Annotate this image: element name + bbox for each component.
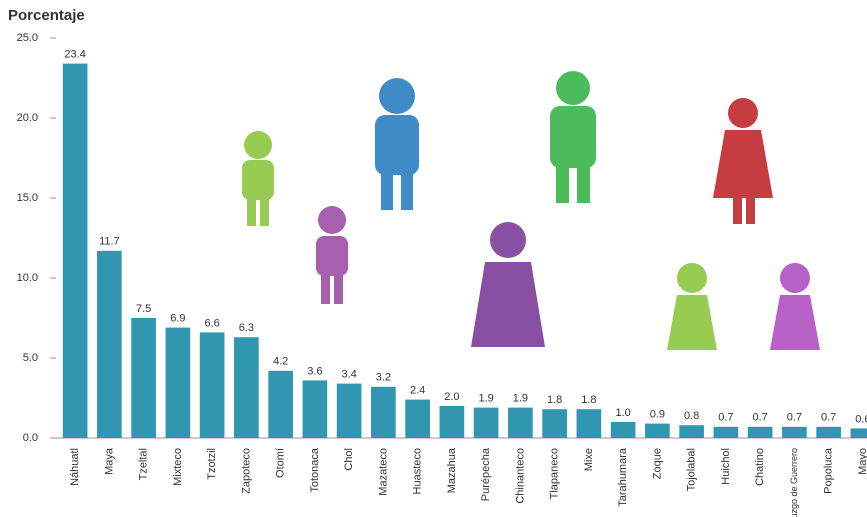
y-axis-title: Porcentaje xyxy=(8,7,85,24)
x-tick-label: Mazahua xyxy=(446,447,458,493)
bar xyxy=(850,428,867,438)
bar xyxy=(816,426,841,438)
bar xyxy=(576,409,602,438)
y-tick-label: 10.0 xyxy=(17,272,38,284)
x-tick-label: Zoque xyxy=(651,448,663,479)
value-label: 2.0 xyxy=(444,391,459,403)
x-tick-label: Maya xyxy=(103,447,115,475)
x-tick-label: Mixteco xyxy=(172,448,184,486)
x-tick-label: Chatino xyxy=(754,448,766,486)
bar xyxy=(268,370,293,438)
decoration xyxy=(242,71,820,350)
value-label: 6.3 xyxy=(239,322,254,334)
bar xyxy=(199,332,225,438)
x-tick-label: Chinanteco xyxy=(514,448,526,504)
x-tick-label: Mixe xyxy=(583,448,595,471)
bar xyxy=(371,386,396,438)
bar xyxy=(679,425,704,438)
value-label: 0.6 xyxy=(855,413,867,425)
x-tick-label: Popoluca xyxy=(823,447,835,494)
bar xyxy=(234,337,259,438)
x-tick-label: Huichol xyxy=(720,448,732,485)
value-label: 3.6 xyxy=(307,365,322,377)
bar xyxy=(508,407,533,438)
x-tick-label: Tarahumara xyxy=(617,447,629,507)
y-tick-label: 0.0 xyxy=(23,432,38,444)
x-tick-label: Otomí xyxy=(275,448,287,478)
value-label: 1.9 xyxy=(478,393,493,405)
value-label: 0.9 xyxy=(650,409,665,421)
x-tick-label: Totonaca xyxy=(309,447,321,493)
bar xyxy=(542,409,567,438)
value-label: 6.9 xyxy=(170,313,185,325)
bar xyxy=(610,422,636,438)
x-tick-label: Tzotzil xyxy=(206,448,218,480)
value-label: 11.7 xyxy=(99,236,120,248)
value-label: 1.0 xyxy=(615,407,630,419)
x-tick-label: Náhuatl xyxy=(69,448,81,486)
value-label: 0.7 xyxy=(821,412,836,424)
value-label: 7.5 xyxy=(136,303,151,315)
x-tick-label: Chol xyxy=(343,448,355,471)
x-tick-label: Amuzgo de Guerrero xyxy=(789,448,799,517)
x-tick-label: Purépecha xyxy=(480,447,492,501)
value-label: 3.2 xyxy=(376,372,391,384)
x-tick-label: Mazateco xyxy=(377,448,389,496)
bar xyxy=(747,426,773,438)
y-tick-label: 20.0 xyxy=(17,112,38,124)
value-label: 0.7 xyxy=(752,412,767,424)
bar xyxy=(302,380,328,438)
bar xyxy=(439,406,465,438)
y-tick-label: 25.0 xyxy=(17,32,38,44)
x-tick-label: Huasteco xyxy=(412,448,424,494)
bar xyxy=(62,63,88,438)
bar xyxy=(336,383,362,438)
bar xyxy=(131,318,156,438)
bar xyxy=(782,426,807,438)
x-tick-label: Mayo xyxy=(857,448,867,475)
bar xyxy=(473,407,499,438)
value-label: 23.4 xyxy=(64,49,85,61)
bar xyxy=(405,399,430,438)
value-label: 3.4 xyxy=(341,369,356,381)
x-tick-label: Tlapaneco xyxy=(549,448,561,499)
bar xyxy=(645,423,670,438)
bar xyxy=(97,250,122,438)
value-label: 4.2 xyxy=(273,356,288,368)
value-label: 0.8 xyxy=(684,410,699,422)
y-tick-label: 5.0 xyxy=(23,352,38,364)
value-label: 1.8 xyxy=(547,394,562,406)
value-label: 1.9 xyxy=(513,393,528,405)
value-label: 6.6 xyxy=(204,317,219,329)
y-tick-label: 15.0 xyxy=(17,192,38,204)
x-tick-label: Tzeltal xyxy=(138,448,150,480)
value-label: 0.7 xyxy=(718,412,733,424)
value-label: 0.7 xyxy=(787,412,802,424)
x-tick-label: Tojolabal xyxy=(686,448,698,491)
x-tick-label: Zapoteco xyxy=(240,448,252,494)
bar xyxy=(713,426,739,438)
value-label: 1.8 xyxy=(581,394,596,406)
bar xyxy=(165,327,191,438)
value-label: 2.4 xyxy=(410,385,425,397)
